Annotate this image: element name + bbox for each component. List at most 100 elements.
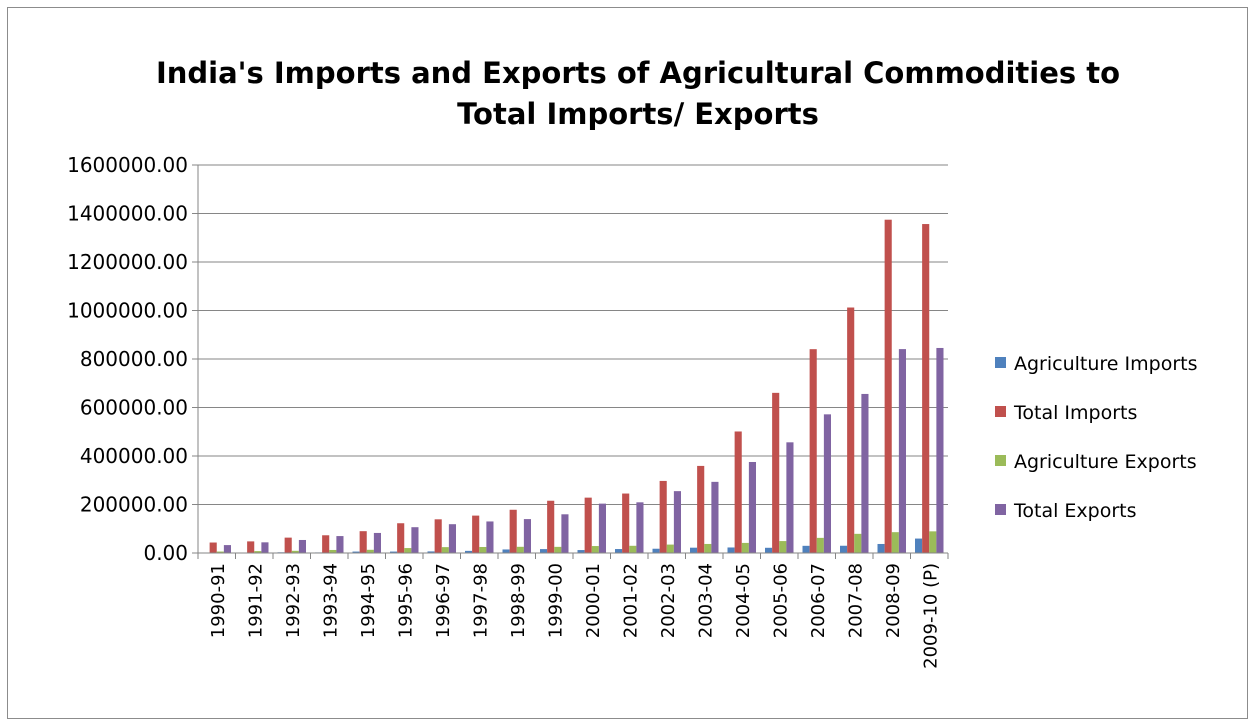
bar bbox=[847, 307, 855, 553]
y-tick-label: 1600000.00 bbox=[67, 153, 188, 177]
y-tick-label: 1400000.00 bbox=[67, 202, 188, 226]
bar bbox=[561, 514, 569, 553]
chart-svg: India's Imports and Exports of Agricultu… bbox=[67, 56, 1198, 669]
bar bbox=[373, 532, 381, 553]
legend-swatch bbox=[995, 357, 1006, 368]
chart-frame: India's Imports and Exports of Agricultu… bbox=[7, 7, 1248, 719]
bar bbox=[629, 545, 637, 553]
axes bbox=[192, 164, 949, 559]
legend-swatch bbox=[995, 504, 1006, 515]
bar bbox=[502, 549, 510, 553]
bar bbox=[877, 543, 885, 553]
bar bbox=[861, 393, 869, 553]
bar bbox=[840, 545, 848, 553]
bar bbox=[359, 531, 367, 553]
bar bbox=[666, 544, 674, 553]
bar bbox=[915, 538, 923, 553]
bar bbox=[448, 524, 456, 553]
y-tick-label: 0.00 bbox=[143, 541, 188, 565]
bar bbox=[223, 545, 231, 553]
bar bbox=[823, 414, 831, 553]
bar bbox=[427, 551, 435, 553]
bar bbox=[247, 541, 255, 553]
bar bbox=[816, 537, 824, 553]
x-tick-label: 1996-97 bbox=[433, 563, 454, 638]
legend-label: Total Exports bbox=[1013, 500, 1137, 522]
legend-label: Total Imports bbox=[1013, 402, 1137, 424]
bar bbox=[209, 542, 217, 553]
bar bbox=[659, 480, 667, 553]
bar bbox=[591, 546, 599, 553]
bar bbox=[734, 431, 742, 553]
bar bbox=[479, 546, 487, 553]
y-tick-label: 1200000.00 bbox=[67, 250, 188, 274]
bar bbox=[772, 392, 780, 553]
x-tick-label: 1995-96 bbox=[395, 563, 416, 638]
y-tick-label: 1000000.00 bbox=[67, 299, 188, 323]
x-tick-label: 1990-91 bbox=[208, 563, 229, 638]
bar bbox=[577, 550, 585, 553]
y-tick-label: 200000.00 bbox=[80, 493, 188, 517]
y-axis-ticks: 0.00 200000.00 400000.00 600000.00 800000.00… bbox=[67, 153, 188, 565]
x-axis-ticks: 1990-91 1991-92 1992-93 1993-94 1994-95 1995-… bbox=[208, 563, 942, 669]
chart-title-line-1: India's Imports and Exports of Agricultu… bbox=[156, 56, 1120, 90]
x-tick-label: 2008-09 bbox=[883, 563, 904, 638]
bar bbox=[486, 521, 494, 553]
bar bbox=[554, 546, 562, 553]
bar bbox=[584, 497, 592, 553]
y-tick-label: 600000.00 bbox=[80, 396, 188, 420]
bar bbox=[765, 547, 773, 553]
bar bbox=[854, 533, 862, 553]
bar bbox=[697, 465, 705, 553]
bar bbox=[891, 532, 899, 553]
x-tick-label: 2002-03 bbox=[658, 563, 679, 638]
legend-label: Agriculture Exports bbox=[1014, 451, 1197, 473]
x-tick-label: 2000-01 bbox=[583, 563, 604, 638]
bar bbox=[509, 509, 517, 553]
bar bbox=[540, 549, 548, 553]
bar bbox=[441, 547, 449, 553]
x-tick-label: 2005-06 bbox=[770, 563, 791, 638]
x-tick-label: 2006-07 bbox=[808, 563, 829, 638]
bar bbox=[615, 549, 623, 553]
legend: Agriculture Imports Total Imports Agricult… bbox=[995, 353, 1198, 522]
bar bbox=[352, 551, 360, 553]
bar bbox=[291, 550, 299, 553]
bar bbox=[936, 347, 944, 553]
bar bbox=[727, 547, 735, 553]
bar bbox=[809, 349, 817, 553]
bar bbox=[336, 536, 344, 553]
bar bbox=[802, 545, 810, 553]
bar bbox=[704, 543, 712, 553]
x-tick-label: 1994-95 bbox=[358, 563, 379, 638]
y-tick-label: 800000.00 bbox=[80, 347, 188, 371]
y-tick-label: 400000.00 bbox=[80, 444, 188, 468]
bar bbox=[465, 550, 473, 553]
bar bbox=[922, 224, 930, 553]
x-tick-label: 1991-92 bbox=[245, 563, 266, 638]
x-tick-label: 1999-00 bbox=[545, 563, 566, 638]
legend-swatch bbox=[995, 455, 1006, 466]
bar bbox=[390, 551, 398, 553]
bar bbox=[434, 519, 442, 553]
bar bbox=[547, 500, 555, 553]
bar bbox=[673, 491, 681, 553]
bar bbox=[366, 549, 374, 553]
bar bbox=[322, 535, 330, 553]
bar bbox=[397, 523, 405, 553]
x-tick-label: 2004-05 bbox=[733, 563, 754, 638]
bar bbox=[636, 502, 644, 553]
bar bbox=[523, 519, 531, 553]
bar bbox=[652, 548, 660, 553]
x-tick-label: 1998-99 bbox=[508, 563, 529, 638]
bar bbox=[622, 493, 630, 553]
chart-title-line-2: Total Imports/ Exports bbox=[457, 97, 819, 131]
bar bbox=[329, 549, 337, 553]
bar bbox=[284, 537, 292, 553]
bar bbox=[779, 541, 787, 553]
bar bbox=[472, 515, 480, 553]
bar bbox=[929, 531, 937, 553]
x-tick-label: 1997-98 bbox=[470, 563, 491, 638]
bars bbox=[202, 219, 944, 553]
bar bbox=[741, 542, 749, 553]
